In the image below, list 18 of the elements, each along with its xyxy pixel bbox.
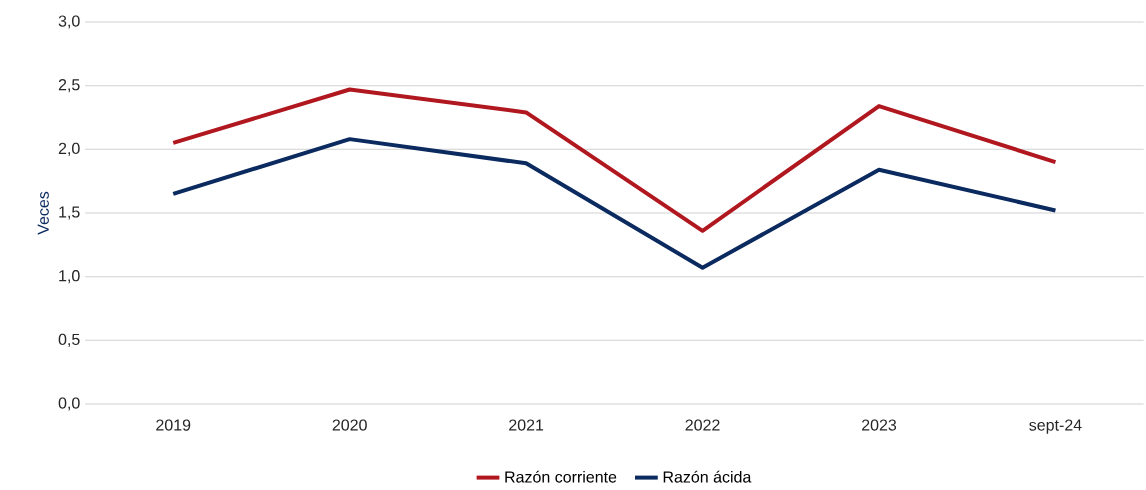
y-tick-label: 0,5	[58, 333, 80, 348]
y-axis-title: Veces	[37, 191, 49, 235]
x-tick-label: sept-24	[1029, 419, 1082, 434]
x-tick-label: 2021	[509, 419, 544, 431]
x-tick-label: 2022	[685, 419, 720, 431]
x-tick-label: 2019	[156, 419, 191, 431]
x-tick-label: 2023	[862, 419, 897, 431]
y-tick-label: 2,5	[58, 79, 80, 93]
y-tick-label: 2,0	[58, 142, 80, 157]
line-series	[171, 87, 1058, 233]
y-tick-label: 1,0	[59, 270, 80, 284]
y-tick-label: 3,0	[58, 15, 80, 29]
y-tick-label: 1,5	[59, 206, 80, 220]
legend-label: Razón ácida	[663, 470, 752, 483]
legend-label: Razón corriente	[505, 470, 617, 483]
x-tick-label: 2020	[332, 419, 367, 431]
line-series	[171, 137, 1058, 270]
y-tick-label: 0,0	[58, 397, 80, 411]
